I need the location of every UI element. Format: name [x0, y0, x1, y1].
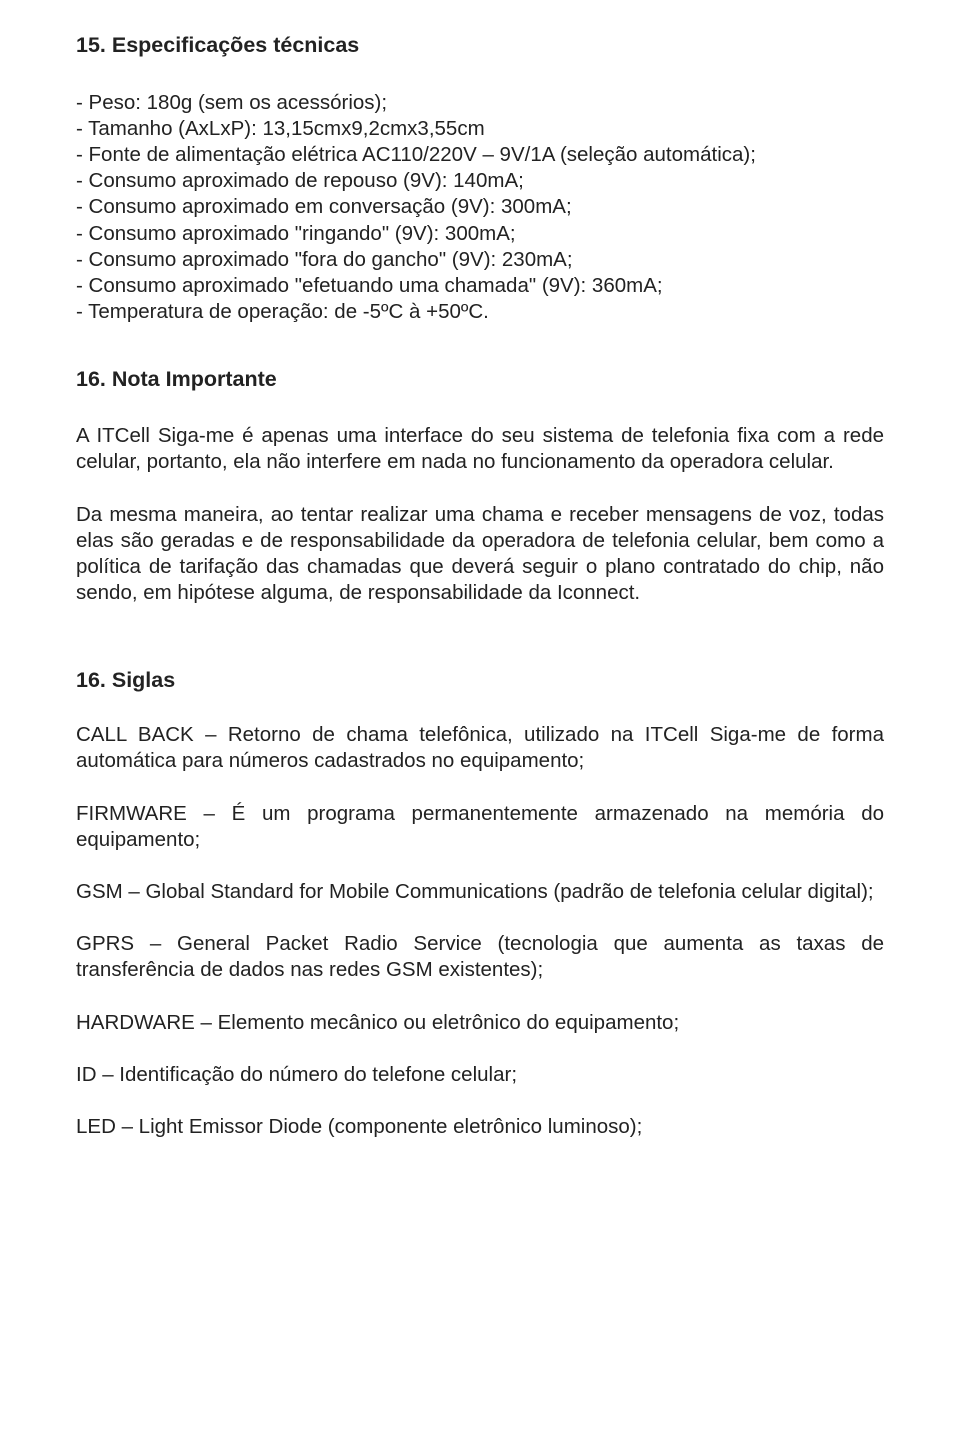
glossary-entry: CALL BACK – Retorno de chama telefônica,…: [76, 722, 884, 774]
glossary-entry: ID – Identificação do número do telefone…: [76, 1062, 884, 1088]
spec-item: - Peso: 180g (sem os acessórios);: [76, 90, 884, 116]
section-15-title: 15. Especificações técnicas: [76, 32, 884, 60]
glossary-list: CALL BACK – Retorno de chama telefônica,…: [76, 722, 884, 1140]
spec-item: - Consumo aproximado "efetuando uma cham…: [76, 273, 884, 299]
nota-paragraph-2: Da mesma maneira, ao tentar realizar uma…: [76, 502, 884, 607]
spec-item: - Consumo aproximado "fora do gancho" (9…: [76, 247, 884, 273]
document-page: 15. Especificações técnicas - Peso: 180g…: [0, 0, 960, 1444]
spec-item: - Fonte de alimentação elétrica AC110/22…: [76, 142, 884, 168]
nota-paragraph-1: A ITCell Siga-me é apenas uma interface …: [76, 423, 884, 475]
glossary-entry: GPRS – General Packet Radio Service (tec…: [76, 931, 884, 983]
spec-item: - Consumo aproximado de repouso (9V): 14…: [76, 168, 884, 194]
spec-item: - Consumo aproximado em conversação (9V)…: [76, 194, 884, 220]
glossary-entry: LED – Light Emissor Diode (componente el…: [76, 1114, 884, 1140]
spec-item: - Tamanho (AxLxP): 13,15cmx9,2cmx3,55cm: [76, 116, 884, 142]
spec-list: - Peso: 180g (sem os acessórios); - Tama…: [76, 90, 884, 326]
glossary-entry: HARDWARE – Elemento mecânico ou eletrôni…: [76, 1010, 884, 1036]
section-16-nota-title: 16. Nota Importante: [76, 366, 884, 394]
section-16-siglas-title: 16. Siglas: [76, 667, 884, 695]
spec-item: - Consumo aproximado "ringando" (9V): 30…: [76, 221, 884, 247]
glossary-entry: GSM – Global Standard for Mobile Communi…: [76, 879, 884, 905]
glossary-entry: FIRMWARE – É um programa permanentemente…: [76, 801, 884, 853]
spec-item: - Temperatura de operação: de -5ºC à +50…: [76, 299, 884, 325]
